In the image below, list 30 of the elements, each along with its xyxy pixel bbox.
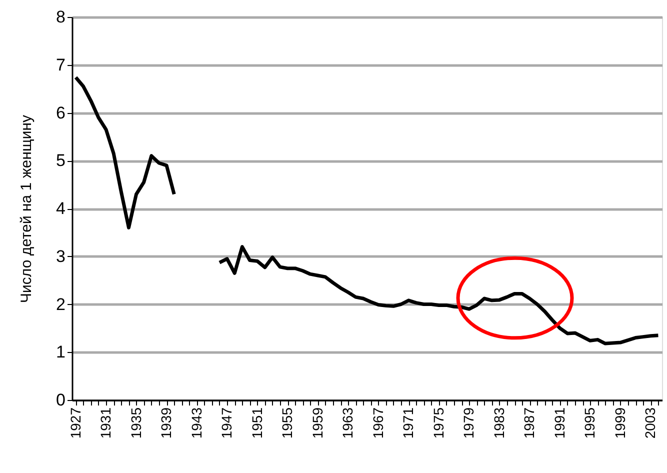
x-tick-label: 1939 xyxy=(158,407,174,439)
x-tick-label: 1967 xyxy=(370,407,386,439)
y-axis-title: Число детей на 1 женщину xyxy=(18,114,36,303)
x-tick-label: 1951 xyxy=(248,407,265,439)
x-tick-label: 1971 xyxy=(400,407,416,439)
y-tick-label: 1 xyxy=(56,342,66,362)
y-tick-label: 4 xyxy=(56,199,66,218)
x-tick-label: 1959 xyxy=(309,407,326,439)
x-tick-label: 1991 xyxy=(551,407,568,439)
x-tick-label: 1983 xyxy=(490,407,507,439)
y-tick-label: 8 xyxy=(56,8,66,26)
x-tick-label: 1947 xyxy=(218,407,235,439)
x-tick-label: 1935 xyxy=(128,407,144,439)
x-tick-label: 1931 xyxy=(98,407,114,439)
y-tick-label: 0 xyxy=(56,390,66,410)
y-tick-label: 6 xyxy=(56,103,66,122)
x-tick-label: 1975 xyxy=(430,407,446,439)
y-tick-label: 3 xyxy=(56,246,66,266)
x-tick-label: 1995 xyxy=(582,407,598,439)
x-tick-label: 1987 xyxy=(521,407,538,439)
y-tick-label: 5 xyxy=(56,151,66,170)
x-tick-label: 1943 xyxy=(188,407,204,439)
x-tick-label: 1927 xyxy=(67,407,84,439)
x-tick-label: 1963 xyxy=(340,407,356,439)
x-tick-label: 1979 xyxy=(460,407,477,439)
y-tick-label: 2 xyxy=(56,294,66,314)
y-tick-label: 7 xyxy=(56,55,66,74)
x-tick-label: 1955 xyxy=(279,407,296,439)
x-tick-label: 2003 xyxy=(642,407,658,439)
x-tick-label: 1999 xyxy=(612,407,628,439)
